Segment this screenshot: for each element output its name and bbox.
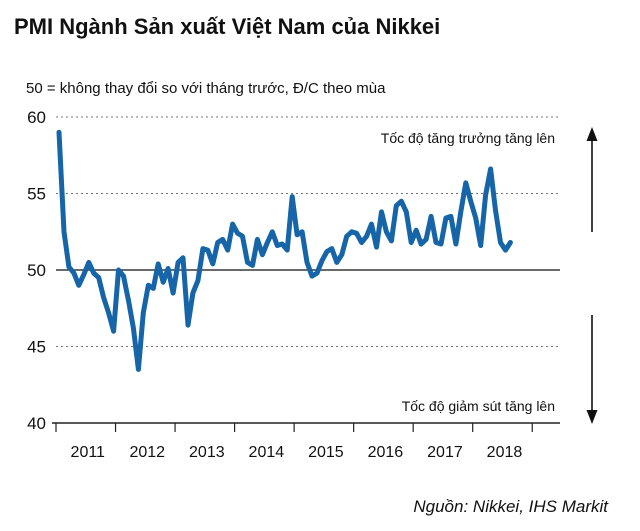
y-tick-60: 60 xyxy=(27,108,46,127)
annotation-up: Tốc độ tăng trưởng tăng lên xyxy=(381,130,555,146)
pmi-series-line xyxy=(56,129,513,372)
annotation-down: Tốc độ giảm sút tăng lên xyxy=(402,398,555,414)
y-tick-50: 50 xyxy=(27,261,46,280)
y-tick-45: 45 xyxy=(27,338,46,357)
direction-arrows xyxy=(586,127,598,424)
x-tick-labels: 2011 2012 2013 2014 2015 2016 2017 2018 xyxy=(71,444,523,461)
chart-subtitle: 50 = không thay đổi so với tháng trước, … xyxy=(26,80,386,97)
x-axis xyxy=(52,422,560,432)
x-tick-2011: 2011 xyxy=(71,444,106,461)
x-tick-2014: 2014 xyxy=(249,444,285,461)
y-tick-40: 40 xyxy=(27,414,46,433)
x-tick-2013: 2013 xyxy=(189,444,225,461)
source-note: Nguồn: Nikkei, IHS Markit xyxy=(413,497,608,516)
x-tick-2015: 2015 xyxy=(308,444,344,461)
annotation-layer: Tốc độ tăng trưởng tăng lên Tốc độ giảm … xyxy=(381,130,555,414)
up-arrow-head xyxy=(586,127,598,141)
down-arrow-head xyxy=(586,410,598,424)
x-tick-2016: 2016 xyxy=(368,444,404,461)
x-tick-2012: 2012 xyxy=(129,444,165,461)
y-tick-labels: 40 45 50 55 60 xyxy=(27,108,46,433)
x-tick-2017: 2017 xyxy=(427,444,463,461)
y-tick-55: 55 xyxy=(27,185,46,204)
chart-title: PMI Ngành Sản xuất Việt Nam của Nikkei xyxy=(14,14,441,39)
x-tick-2018: 2018 xyxy=(487,444,523,461)
series-layer xyxy=(56,129,513,372)
